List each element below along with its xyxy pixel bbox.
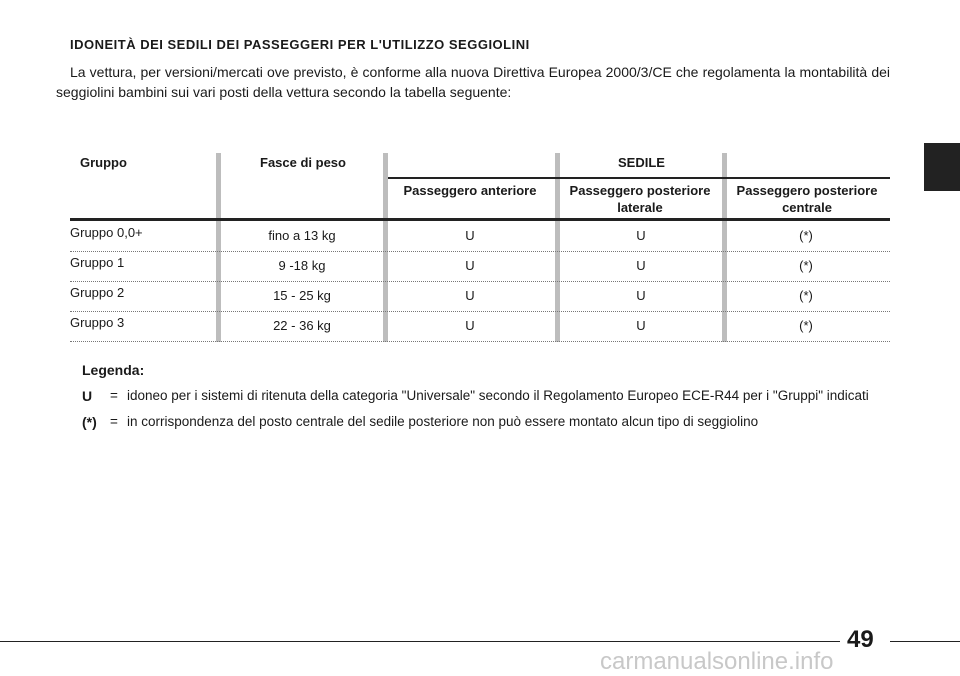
cell: Gruppo 3: [70, 315, 125, 330]
divider: [722, 153, 727, 342]
cell: (*): [799, 318, 813, 333]
legend-symbol: (*): [82, 414, 97, 430]
cell: U: [465, 228, 475, 243]
cell: Gruppo 0,0+: [70, 225, 143, 240]
cell: (*): [799, 258, 813, 273]
watermark: carmanualsonline.info: [600, 648, 834, 675]
legend-text: idoneo per i sistemi di ritenuta della c…: [127, 388, 869, 403]
intro: La vettura, per versioni/mercati ove pre…: [56, 64, 890, 100]
legend-separator: =: [110, 414, 118, 429]
rule: [70, 218, 890, 221]
cell: 22 - 36 kg: [273, 318, 331, 333]
cell: Gruppo 2: [70, 285, 125, 300]
divider: [216, 153, 221, 342]
cell: U: [636, 228, 646, 243]
rule: [0, 641, 840, 642]
cell: fino a 13 kg: [268, 228, 336, 243]
divider: [555, 153, 560, 342]
column-header: Gruppo: [80, 155, 127, 170]
cell: 9 -18 kg: [278, 258, 326, 273]
subcolumn-header: Passeggero posteriore centrale: [736, 183, 878, 215]
row-rule: [70, 251, 890, 252]
cell: U: [465, 288, 475, 303]
legend-title: Legenda:: [82, 362, 145, 378]
divider: [383, 153, 388, 342]
tab: [924, 143, 960, 191]
subcolumn-header: Passeggero posteriore laterale: [569, 183, 711, 215]
cell: U: [636, 318, 646, 333]
row-rule: [70, 341, 890, 342]
row-rule: [70, 311, 890, 312]
cell: U: [636, 288, 646, 303]
cell: U: [465, 318, 475, 333]
page-number: 49: [847, 626, 874, 653]
column-header: Fasce di peso: [260, 155, 346, 170]
group-header: SEDILE: [618, 155, 665, 170]
title: IDONEITÀ DEI SEDILI DEI PASSEGGERI PER L…: [70, 37, 530, 52]
legend-symbol: U: [82, 388, 93, 404]
row-rule: [70, 281, 890, 282]
cell: U: [465, 258, 475, 273]
rule: [388, 177, 890, 179]
legend-text: in corrispondenza del posto centrale del…: [127, 414, 759, 429]
subcolumn-header: Passeggero anteriore: [403, 183, 537, 198]
cell: (*): [799, 288, 813, 303]
legend-separator: =: [110, 388, 118, 403]
cell: 15 - 25 kg: [273, 288, 331, 303]
cell: U: [636, 258, 646, 273]
cell: (*): [799, 228, 813, 243]
cell: Gruppo 1: [70, 255, 125, 270]
rule: [890, 641, 960, 642]
